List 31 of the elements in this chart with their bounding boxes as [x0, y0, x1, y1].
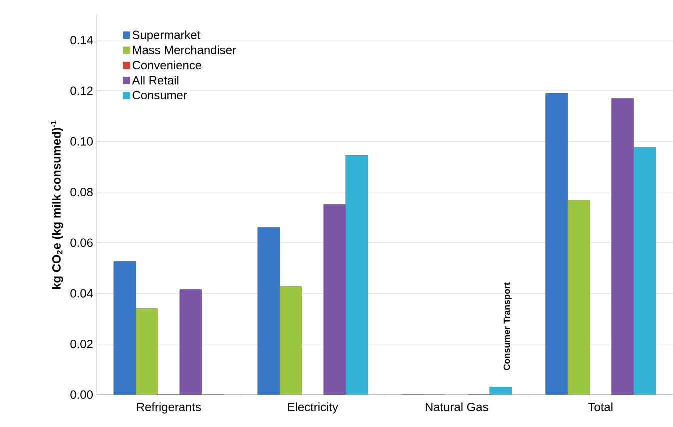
x-tick-label: Natural Gas	[426, 402, 488, 412]
x-tick-label: Refrigerants	[137, 402, 202, 414]
bar	[114, 262, 136, 395]
bar	[634, 148, 656, 395]
y-tick-label: 0.08	[70, 188, 93, 197]
bar	[136, 308, 158, 395]
y-tick-label: 0.00	[70, 390, 93, 400]
bar	[324, 204, 346, 395]
bar	[490, 387, 512, 395]
bar	[346, 155, 368, 395]
x-tick-label: Total	[588, 402, 613, 412]
y-tick-label: 0.10	[70, 137, 93, 146]
y-tick-label: 0.14	[70, 36, 94, 45]
bar	[280, 286, 302, 395]
bar	[612, 98, 634, 395]
y-tick-label: 0.04	[70, 289, 94, 298]
y-axis-title: kg CO$_{2}$e (kg milk consumed)$^{-1}$	[51, 120, 64, 290]
legend-label: Consumer	[132, 91, 188, 100]
annotation: Consumer Transport	[504, 282, 512, 370]
x-tick-label: Electricity	[288, 402, 338, 414]
y-tick-label: 0.12	[70, 86, 93, 96]
bar	[258, 228, 280, 395]
legend-label: Mass Merchandiser	[133, 46, 236, 55]
legend-label: Convenience	[132, 60, 202, 70]
y-tick-label: 0.02	[70, 340, 93, 349]
bar	[180, 290, 202, 395]
legend-label: Supermarket	[132, 30, 201, 42]
bar	[568, 200, 590, 395]
y-tick-label: 0.06	[70, 238, 93, 248]
legend-label: All Retail	[132, 76, 179, 85]
bar	[546, 93, 568, 395]
